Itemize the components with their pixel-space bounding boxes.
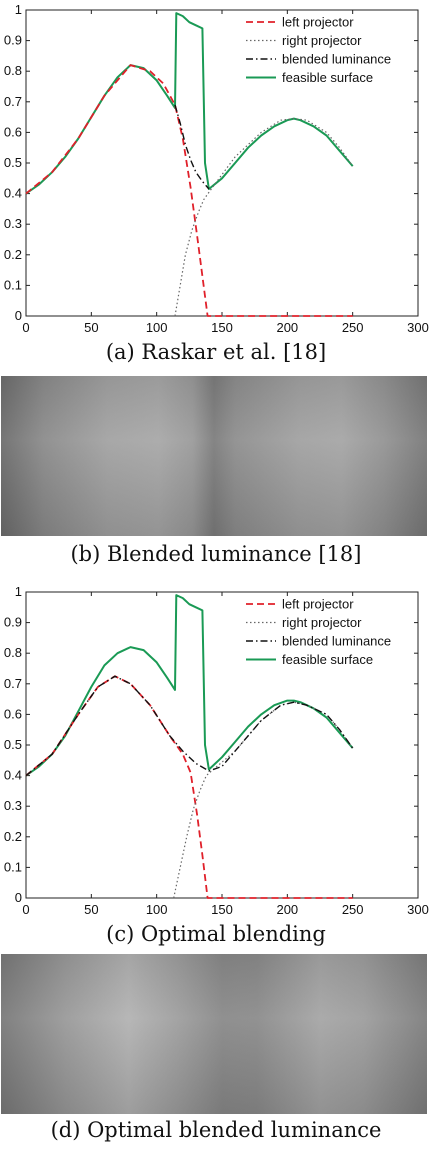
blended-luminance-image-raskar [1,376,427,536]
chart-a-ytick-label-8: 0.8 [4,63,22,78]
chart-raskar: 0 50 100 150 200 250 300 0 0.1 0.2 0.3 0.4 0.5 0.6 0.7… [4,2,429,335]
chart-c-xtick-label-0: 0 [22,902,29,917]
chart-a-ytick-label-1: 0.1 [4,277,22,292]
chart-c-series-feasible-surface [25,594,354,777]
chart-a-xtick-label-6: 300 [407,320,429,335]
chart-a-ytick-label-3: 0.3 [4,216,22,231]
chart-a-series-blended-luminance [174,104,210,190]
chart-a-ytick-label-10: 1 [15,2,22,17]
chart-a-legend-label-3: feasible surface [282,70,373,85]
chart-a-xtick-label-3: 150 [211,320,233,335]
optimal-blended-luminance-image [1,954,427,1114]
chart-c-ytick-label-8: 0.8 [4,645,22,660]
chart-c-legend-label-2: blended luminance [282,634,391,649]
chart-a-ytick-label-0: 0 [15,308,22,323]
chart-a-plot-frame [25,9,419,317]
chart-c-series-blended-luminance [25,675,354,777]
chart-c-ytick-label-9: 0.9 [4,615,22,630]
chart-a-ytick-label-2: 0.2 [4,247,22,262]
chart-a-ytick-label-9: 0.9 [4,33,22,48]
chart-c-xtick-label-1: 50 [84,902,98,917]
chart-c-xtick-label-2: 100 [146,902,168,917]
chart-c-ytick-label-6: 0.6 [4,706,22,721]
chart-c-xtick-label-5: 250 [342,902,364,917]
chart-a-legend-label-0: left projector [282,15,354,30]
chart-a-ytick-label-5: 0.5 [4,155,22,170]
chart-c-ytick-label-2: 0.2 [4,829,22,844]
caption-d: (d) Optimal blended luminance [50,1118,382,1142]
chart-a-series-left-projector [25,64,353,317]
chart-c-ytick-label-1: 0.1 [4,859,22,874]
caption-c: (c) Optimal blending [106,922,326,946]
chart-c-legend-label-1: right projector [282,615,362,630]
chart-c-ytick-label-0: 0 [15,890,22,905]
caption-b: (b) Blended luminance [18] [70,542,362,566]
chart-a-legend-label-2: blended luminance [282,52,391,67]
chart-a-ytick-label-7: 0.7 [4,94,22,109]
chart-a-legend-label-1: right projector [282,33,362,48]
chart-c-ytick-label-4: 0.4 [4,768,22,783]
chart-c-ytick-label-5: 0.5 [4,737,22,752]
chart-a-ytick-label-6: 0.6 [4,124,22,139]
chart-a-xtick-label-1: 50 [84,320,98,335]
caption-a: (a) Raskar et al. [18] [105,340,327,364]
chart-a-xtick-label-4: 200 [276,320,298,335]
chart-c-xtick-label-6: 300 [407,902,429,917]
chart-a-ytick-label-4: 0.4 [4,186,22,201]
chart-optimal-blending: 0 50 100 150 200 250 300 0 0.1 0.2 0.3 0.4 0.5 0.6 0.7… [4,584,429,917]
chart-a-xtick-label-0: 0 [22,320,29,335]
chart-a-series-right-projector [174,117,354,317]
chart-a-xtick-label-5: 250 [342,320,364,335]
chart-c-legend-label-0: left projector [282,597,354,612]
chart-c-xtick-label-3: 150 [211,902,233,917]
chart-c-legend-label-3: feasible surface [282,652,373,667]
chart-c-ytick-label-3: 0.3 [4,798,22,813]
chart-c-ytick-label-10: 1 [15,584,22,599]
chart-c-xtick-label-4: 200 [276,902,298,917]
chart-c-ytick-label-7: 0.7 [4,676,22,691]
chart-a-xtick-label-2: 100 [146,320,168,335]
